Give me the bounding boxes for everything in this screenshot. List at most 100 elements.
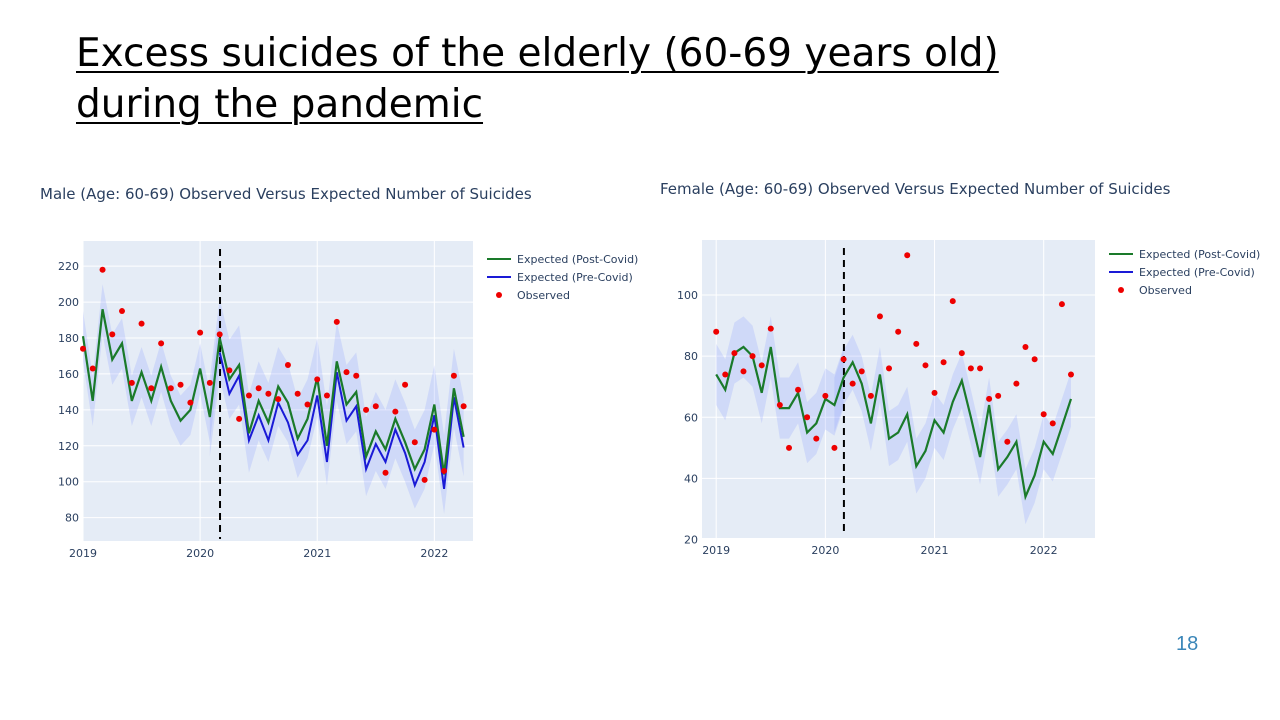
x-tick-label: 2020 [811,544,839,557]
slide-title-line-2: during the pandemic [76,82,484,127]
observed-point [421,476,428,483]
y-tick-label: 80 [684,350,698,363]
observed-point [187,399,194,406]
slide-title: Excess suicides of the elderly (60-69 ye… [76,28,1036,130]
observed-point [977,365,984,372]
observed-point [177,381,184,388]
legend: Expected (Post-Covid) Expected (Pre-Covid… [1109,248,1260,297]
x-tick-label: 2021 [921,544,949,557]
x-tick-label: 2022 [1030,544,1058,557]
observed-point [949,298,956,305]
legend-swatch [496,292,502,298]
observed-point [1040,411,1047,418]
observed-point [460,403,467,410]
observed-point [749,353,756,360]
observed-point [372,403,379,410]
y-tick-label: 100 [58,476,79,489]
observed-point [294,390,301,397]
chart-title: Female (Age: 60-69) Observed Versus Expe… [660,180,1171,198]
x-tick-label: 2022 [420,547,448,560]
observed-point [904,252,911,259]
observed-point [158,340,165,347]
observed-point [895,328,902,335]
observed-point [867,392,874,399]
y-tick-label: 80 [65,512,79,525]
observed-point [450,372,457,379]
y-tick-label: 160 [58,368,79,381]
observed-point [840,356,847,363]
observed-point [831,444,838,451]
observed-point [886,365,893,372]
chart-male: Male (Age: 60-69) Observed Versus Expect… [40,185,638,560]
y-tick-label: 60 [684,411,698,424]
observed-point [265,390,272,397]
observed-point [813,435,820,442]
observed-point [236,415,243,422]
legend-label: Expected (Pre-Covid) [1139,266,1255,279]
x-tick-label: 2019 [702,544,730,557]
observed-point [913,340,920,347]
observed-point [1067,371,1074,378]
observed-point [786,444,793,451]
observed-point [148,385,155,392]
observed-point [80,345,86,352]
observed-point [402,381,409,388]
x-tick-label: 2021 [303,547,331,560]
observed-point [216,331,223,338]
observed-point [940,359,947,366]
observed-point [99,266,106,273]
y-tick-label: 140 [58,404,79,417]
x-tick-label: 2020 [186,547,214,560]
legend: Expected (Post-Covid) Expected (Pre-Covid… [487,253,638,302]
observed-point [304,401,311,408]
observed-point [109,331,116,338]
y-tick-label: 100 [677,289,698,302]
observed-point [713,328,720,335]
observed-point [758,362,765,369]
observed-point [822,392,829,399]
observed-point [1031,356,1038,363]
observed-point [849,380,856,387]
observed-point [731,350,738,357]
slide-title-line-1: Excess suicides of the elderly (60-69 ye… [76,31,999,76]
observed-point [1013,380,1020,387]
chart-title: Male (Age: 60-69) Observed Versus Expect… [40,185,532,203]
observed-point [722,371,729,378]
y-tick-label: 40 [684,472,698,485]
chart-female: Female (Age: 60-69) Observed Versus Expe… [660,180,1260,557]
observed-point [284,361,291,368]
observed-point [255,385,262,392]
observed-point [226,367,233,374]
observed-point [167,385,174,392]
legend-label: Expected (Post-Covid) [517,253,638,266]
observed-point [922,362,929,369]
y-tick-label: 220 [58,260,79,273]
observed-point [411,439,418,446]
observed-point [382,469,389,476]
y-tick-label: 200 [58,296,79,309]
observed-point [343,369,350,376]
observed-point [323,392,330,399]
observed-point [958,350,965,357]
confidence-band [83,284,220,446]
observed-point [995,392,1002,399]
confidence-band [209,298,464,515]
series-line-post-covid [715,345,1073,501]
legend-label: Observed [1139,284,1192,297]
observed-point [441,467,448,474]
observed-point [795,386,802,393]
observed-point [776,402,783,409]
observed-point [804,414,811,421]
observed-point [206,379,213,386]
legend-swatch [1118,287,1124,293]
observed-point [767,325,774,332]
observed-point [876,313,883,320]
y-tick-label: 20 [684,534,698,547]
legend-label: Expected (Pre-Covid) [517,271,633,284]
observed-point [119,308,125,315]
observed-point [967,365,974,372]
observed-point [431,426,438,433]
observed-point [392,408,399,415]
legend-label: Observed [517,289,570,302]
